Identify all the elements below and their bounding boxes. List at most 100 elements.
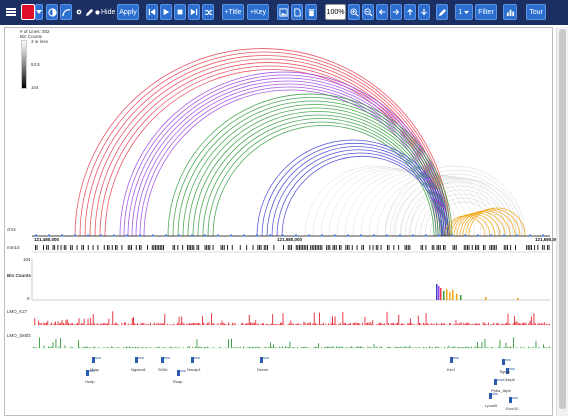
lmo-k27-signal	[270, 323, 272, 325]
ideogram-band	[209, 245, 211, 250]
lmo-k27-signal	[203, 322, 205, 325]
lmo-k27-signal	[272, 314, 274, 325]
lmo-sk-signal	[271, 346, 273, 348]
lmo-k27-signal	[131, 318, 133, 325]
lmo-sk-signal	[183, 347, 184, 348]
lmo-sk-signal	[112, 346, 114, 348]
bar-chart-icon[interactable]	[503, 4, 517, 20]
lmo-sk-signal	[360, 346, 361, 348]
anchor-mark	[230, 234, 232, 237]
lmo-k27-signal	[229, 324, 231, 325]
curve-icon[interactable]	[60, 4, 72, 20]
skip-forward-icon[interactable]	[188, 4, 200, 20]
lmo-sk-signal	[51, 346, 52, 348]
menu-icon[interactable]	[4, 4, 18, 20]
lmo-k27-signal	[78, 318, 80, 325]
lmo-k27-signal	[94, 323, 95, 325]
image-icon[interactable]	[277, 4, 289, 20]
ideogram-band	[190, 245, 192, 250]
lmo-sk-signal	[195, 346, 196, 348]
ideogram-band	[35, 245, 36, 250]
lmo-k27-signal	[146, 324, 147, 325]
lmo-k27-signal	[293, 323, 294, 325]
apply-label: Apply	[119, 8, 137, 16]
gear-icon[interactable]	[75, 4, 83, 20]
lmo-k27-signal	[469, 324, 471, 325]
gene-label-tigem: Tigem	[499, 369, 510, 374]
color-dropdown-chevron-icon[interactable]	[35, 4, 43, 20]
lmo-sk-signal	[321, 347, 322, 348]
lmo-sk-signal	[64, 345, 66, 348]
lmo-k27-signal	[139, 324, 141, 325]
lmo-k27-signal	[190, 323, 192, 325]
stop-icon[interactable]	[174, 4, 186, 20]
scrollbar-thumb[interactable]	[559, 29, 566, 409]
shuffle-icon[interactable]	[202, 4, 214, 20]
lmo-k27-signal	[416, 324, 418, 325]
lmo-k27-signal	[454, 324, 456, 325]
bin-count-bar	[485, 297, 487, 300]
color-swatch-button[interactable]	[21, 4, 35, 20]
ideogram-band	[267, 245, 268, 250]
skip-back-icon[interactable]	[146, 4, 158, 20]
lmo-sk-signal	[490, 347, 492, 348]
lmo-k27-signal	[320, 324, 322, 325]
lmo-k27-signal	[147, 324, 149, 325]
lmo-k27-signal	[87, 318, 89, 325]
genome-visualization[interactable]	[5, 28, 554, 417]
apply-button[interactable]: Apply	[117, 4, 139, 20]
gene-model-exon	[509, 397, 512, 403]
lmo-k27-signal	[465, 322, 467, 325]
ideogram-band	[297, 245, 299, 250]
interaction-arc	[177, 100, 449, 237]
add-key-button[interactable]: +Key	[247, 4, 269, 20]
lmo-sk-signal	[436, 346, 438, 348]
lmo-k27-signal	[34, 318, 36, 325]
lmo-k27-signal	[423, 322, 424, 325]
vertical-scrollbar[interactable]	[556, 27, 568, 416]
lmo-sk-signal	[363, 347, 364, 348]
lmo-sk-signal	[163, 347, 165, 348]
pencil-icon[interactable]	[84, 4, 94, 20]
arrow-down-icon[interactable]	[418, 4, 430, 20]
ideogram-band	[283, 245, 284, 250]
lmo-sk-signal	[268, 346, 270, 348]
lmo-sk-signal	[141, 347, 142, 348]
contrast-icon[interactable]	[46, 4, 58, 20]
arrow-left-icon[interactable]	[376, 4, 388, 20]
track-select[interactable]: 1	[455, 4, 473, 20]
anchor-mark	[178, 234, 180, 237]
lmo-sk-signal	[502, 347, 504, 348]
arrow-right-icon[interactable]	[390, 4, 402, 20]
filter-button[interactable]: Filter	[475, 4, 497, 20]
lmo-k27-signal	[177, 322, 179, 325]
hide-toggle[interactable]: Hide	[95, 4, 117, 20]
add-title-button[interactable]: +Title	[222, 4, 244, 20]
lmo-sk-signal	[78, 339, 79, 348]
document-icon[interactable]	[291, 4, 303, 20]
arrow-up-icon[interactable]	[404, 4, 416, 20]
lmo-k27-signal	[241, 323, 242, 325]
ideogram-band	[348, 245, 350, 250]
play-icon[interactable]	[160, 4, 172, 20]
edit-icon[interactable]	[436, 4, 448, 20]
zoom-in-icon[interactable]	[348, 4, 360, 20]
lmo-sk-signal	[273, 344, 274, 348]
lmo-sk-signal	[375, 347, 376, 348]
lmo-sk-signal	[432, 347, 433, 348]
lmo-k27-signal	[233, 323, 235, 325]
lmo-k27-signal	[455, 320, 457, 325]
lmo-k27-signal	[269, 324, 271, 325]
anchor-mark	[477, 234, 479, 237]
lmo-k27-signal	[507, 313, 509, 325]
zoom-level-input[interactable]: 100%	[325, 4, 346, 20]
lmo-sk-signal	[99, 347, 100, 348]
trash-icon[interactable]	[305, 4, 317, 20]
zoom-out-icon[interactable]	[362, 4, 374, 20]
tour-button[interactable]: Tour	[526, 4, 546, 20]
lmo-sk-signal	[84, 346, 85, 348]
lmo-sk-signal	[504, 347, 505, 348]
lmo-k27-signal	[111, 324, 112, 325]
ideogram-band	[329, 245, 331, 250]
lmo-k27-signal	[244, 323, 246, 325]
